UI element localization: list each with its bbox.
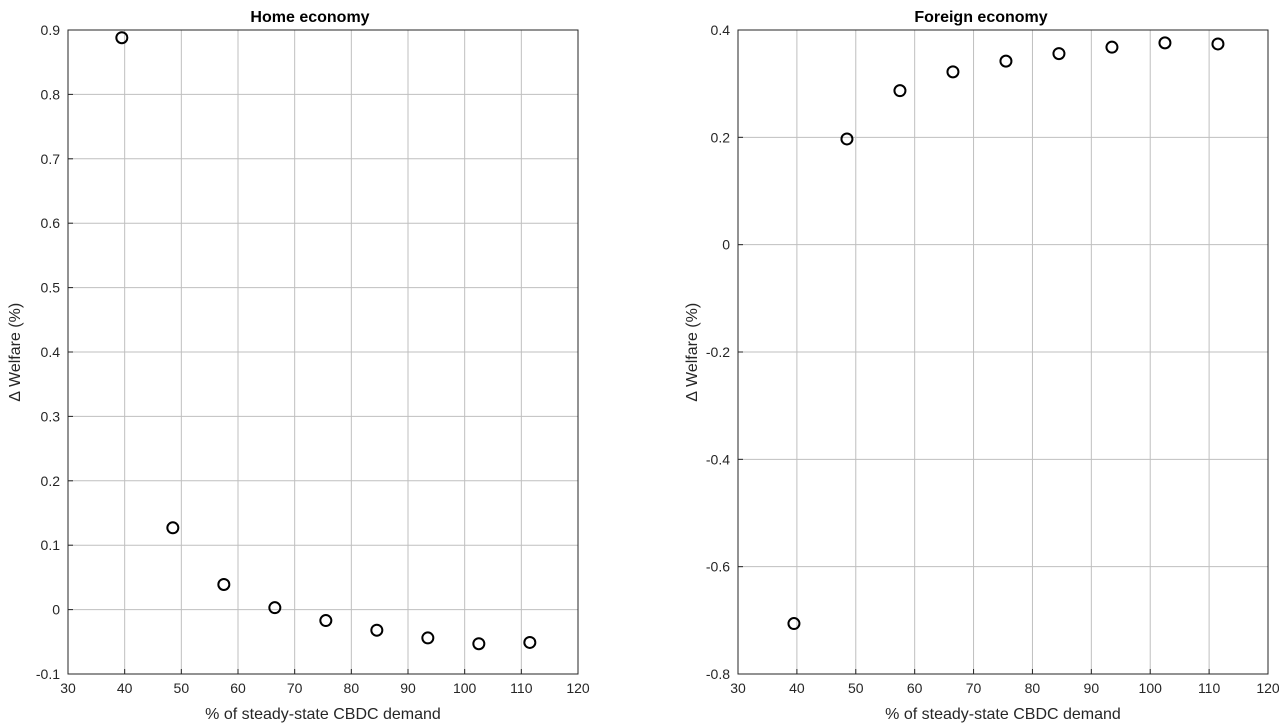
home-chart-title: Home economy [250,9,369,26]
home-x-tick-label: 40 [117,680,133,696]
home-x-tick-label: 110 [510,680,533,696]
home-x-tick-label: 120 [566,680,590,696]
home-y-tick-label: 0.5 [41,280,61,296]
foreign-x-tick-label: 120 [1256,680,1279,696]
home-data-point [268,601,282,615]
foreign-x-ticks: 30 40 50 60 70 80 90 100 110 120 [730,669,1279,696]
home-x-tick-label: 30 [60,680,76,696]
home-data-point [472,637,486,651]
home-data-point [115,31,129,45]
foreign-y-tick-label: 0.4 [711,22,731,38]
home-y-tick-label: 0.1 [41,537,61,553]
foreign-y-axis-label: ∆ Welfare (%) [684,303,701,401]
home-y-tick-label: 0.6 [41,215,61,231]
home-x-tick-label: 50 [174,680,190,696]
home-y-tick-label: 0.7 [41,151,61,167]
foreign-x-tick-label: 100 [1139,680,1163,696]
foreign-y-tick-label: 0 [722,237,730,253]
home-data-point [370,623,384,637]
home-y-tick-label: 0.9 [41,22,61,38]
foreign-data-point [1052,47,1066,61]
home-x-tick-label: 90 [400,680,416,696]
home-x-tick-label: 60 [230,680,246,696]
home-data-points [115,31,537,651]
foreign-x-tick-label: 40 [789,680,805,696]
home-data-point [421,631,435,645]
foreign-data-point [1158,36,1172,50]
home-data-point [523,635,537,649]
home-grid [67,29,579,675]
foreign-data-point [999,54,1013,68]
home-y-ticks: -0.1 0 0.1 0.2 0.3 0.4 0.5 0.6 0.7 0.8 0.9 [36,22,73,682]
home-x-tick-label: 100 [453,680,477,696]
foreign-y-tick-label: -0.6 [706,559,730,575]
home-x-tick-label: 70 [287,680,303,696]
foreign-x-tick-label: 70 [966,680,982,696]
home-y-tick-label: 0.4 [41,344,61,360]
home-y-tick-label: -0.1 [36,666,60,682]
foreign-economy-chart: Foreign economy 30 40 50 60 70 80 90 100 110 120 … [684,9,1279,723]
foreign-grid [737,29,1269,675]
foreign-x-axis-label: % of steady-state CBDC demand [885,706,1121,723]
home-y-tick-label: 0.3 [41,408,61,424]
foreign-data-point [946,65,960,79]
home-y-tick-label: 0.2 [41,473,61,489]
foreign-data-point [1105,40,1119,54]
home-y-axis-label: ∆ Welfare (%) [7,303,24,401]
home-data-point [319,614,333,628]
home-y-tick-label: 0 [52,602,60,618]
foreign-y-ticks: -0.8 -0.6 -0.4 -0.2 0 0.2 0.4 [706,22,743,682]
foreign-y-tick-label: -0.8 [706,666,730,682]
home-economy-chart: Home economy 30 40 50 60 70 80 90 100 110 120 -0.… [7,9,590,723]
home-y-tick-label: 0.8 [41,86,61,102]
foreign-x-tick-label: 110 [1198,680,1221,696]
foreign-x-tick-label: 30 [730,680,746,696]
foreign-x-tick-label: 60 [907,680,923,696]
foreign-data-point [893,84,907,98]
home-x-axis-label: % of steady-state CBDC demand [205,706,441,723]
foreign-x-tick-label: 90 [1084,680,1100,696]
foreign-data-points [787,36,1225,631]
foreign-chart-title: Foreign economy [914,9,1047,26]
foreign-x-tick-label: 80 [1025,680,1041,696]
foreign-y-tick-label: -0.2 [706,344,730,360]
home-x-ticks: 30 40 50 60 70 80 90 100 110 120 [60,669,590,696]
foreign-data-point [840,132,854,146]
foreign-data-point [787,617,801,631]
home-x-tick-label: 80 [344,680,360,696]
home-data-point [217,577,231,591]
foreign-y-tick-label: -0.4 [706,451,730,467]
foreign-y-tick-label: 0.2 [711,129,731,145]
foreign-x-tick-label: 50 [848,680,864,696]
foreign-data-point [1211,37,1225,51]
home-data-point [166,521,180,535]
